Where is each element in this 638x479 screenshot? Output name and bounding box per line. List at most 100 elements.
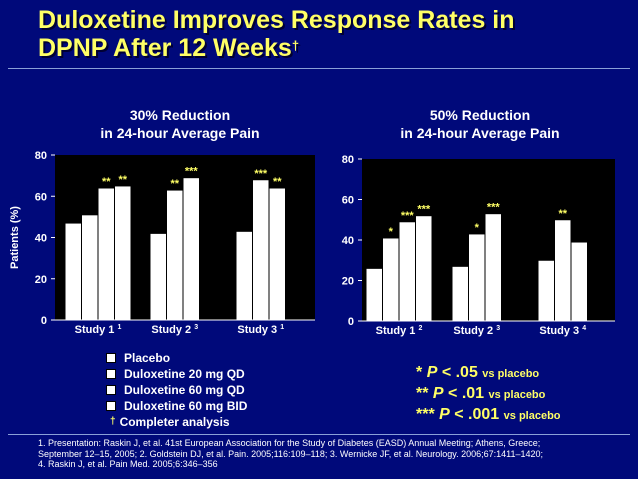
left-chart-category-label: Study 3 1: [237, 324, 284, 336]
right-chart-bar: [537, 259, 555, 322]
sig-rel-1: < .05: [441, 364, 478, 381]
left-chart-y-tick-label: 80: [35, 150, 47, 162]
reference-line-3: 4. Raskin J, et al. Pain Med. 2005;6:346…: [38, 459, 218, 469]
right-chart-category-superscript: 3: [496, 325, 500, 332]
right-chart-y-tick-label: 40: [342, 235, 354, 247]
sig-suffix-1: vs placebo: [482, 368, 540, 380]
left-chart-y-tick-label: 60: [35, 191, 47, 203]
left-chart-sig-label: ***: [185, 166, 199, 178]
left-chart-bar: [235, 230, 253, 321]
right-chart-sig-label: ***: [417, 204, 431, 216]
right-chart-category-superscript: 4: [582, 325, 586, 332]
legend-label-dlx-20qd: Duloxetine 20 mg QD: [124, 367, 245, 381]
right-chart-sig-label: **: [558, 208, 567, 220]
left-chart-bar: [268, 187, 286, 321]
left-chart-y-tick-label: 20: [35, 274, 47, 286]
legend-label-placebo: Placebo: [124, 351, 171, 365]
sig-row-1: * P < .05 vs placebo: [416, 362, 561, 383]
references: 1. Presentation: Raskin J, et al. 41st E…: [38, 438, 598, 470]
left-chart-category-superscript: 1: [117, 324, 121, 331]
left-chart-y-axis-label: Patients (%): [9, 206, 21, 269]
sig-rel-3: < .001: [454, 406, 500, 423]
left-chart-sig-label: **: [273, 176, 282, 188]
legend-item-dlx-60qd: Duloxetine 60 mg QD: [106, 382, 247, 398]
right-chart-y-tick-label: 80: [342, 154, 354, 166]
legend-label-dlx-60bid: Duloxetine 60 mg BID: [124, 399, 248, 413]
right-chart-category-label: Study 3 4: [539, 325, 586, 337]
right-chart-category-label: Study 2 3: [453, 325, 500, 337]
legend-swatch-dlx-20qd: [106, 369, 116, 379]
left-chart-sig-label: **: [118, 174, 127, 186]
left-chart-bar: [64, 222, 82, 321]
left-chart-y-tick-label: 0: [41, 315, 47, 327]
right-chart-sig-label: ***: [487, 202, 501, 214]
legend-swatch-dlx-60bid: [106, 401, 116, 411]
title-line-2-text: DPNP After 12 Weeks: [38, 34, 292, 62]
legend-swatch-dlx-60qd: [106, 385, 116, 395]
legend-swatch-placebo: [106, 353, 116, 363]
left-chart-category-label: Study 1 1: [75, 324, 122, 336]
sig-suffix-3: vs placebo: [503, 410, 561, 422]
significance-key: * P < .05 vs placebo ** P < .01 vs place…: [416, 362, 561, 425]
left-chart-bar: [114, 185, 132, 321]
left-chart-sig-label: **: [102, 176, 111, 188]
slide-title: Duloxetine Improves Response Rates in DP…: [38, 6, 628, 62]
left-chart-title: 30% Reduction in 24-hour Average Pain: [60, 106, 300, 142]
right-chart-bar: [382, 237, 400, 322]
right-chart-y-tick-label: 0: [348, 316, 354, 328]
right-chart-bar: [451, 265, 469, 322]
completer-note-text: Completer analysis: [119, 415, 230, 429]
legend-item-dlx-20qd: Duloxetine 20 mg QD: [106, 366, 247, 382]
left-chart-sig-label: **: [170, 178, 179, 190]
completer-dagger: †: [110, 416, 116, 427]
right-chart-sig-label: *: [389, 226, 394, 238]
sig-p-1: P: [427, 364, 438, 381]
right-chart-sig-label: *: [475, 222, 480, 234]
title-dagger: †: [291, 38, 300, 53]
left-chart-category-superscript: 1: [280, 324, 284, 331]
right-chart-bar: [415, 215, 433, 322]
right-chart-title-line-2: in 24-hour Average Pain: [400, 125, 560, 141]
left-chart-bar: [81, 214, 99, 321]
right-chart-category-superscript: 2: [418, 325, 422, 332]
right-chart-title: 50% Reduction in 24-hour Average Pain: [360, 106, 600, 142]
sig-stars-1: *: [416, 364, 423, 381]
left-chart-sig-label: ***: [254, 168, 268, 180]
footer-divider: [8, 434, 630, 435]
sig-p-letter-1: P: [426, 364, 438, 381]
reference-line-2: September 12–15, 2005; 2. Goldstein DJ, …: [38, 448, 544, 459]
left-chart-title-line-1: 30% Reduction: [129, 107, 231, 123]
right-chart-bar: [468, 233, 486, 322]
left-chart-category-label: Study 2 3: [151, 324, 198, 336]
right-chart-y-tick-label: 60: [342, 195, 354, 207]
sig-suffix-2: vs placebo: [488, 389, 546, 401]
sig-row-2: ** P < .01 vs placebo: [416, 383, 561, 404]
title-divider: [8, 68, 630, 69]
left-chart-bar: [149, 232, 167, 321]
sig-stars-2: **: [416, 385, 429, 402]
right-chart-title-line-1: 50% Reduction: [429, 107, 531, 123]
sig-p-letter-3: P: [439, 406, 450, 423]
sig-p-letter-2: P: [432, 385, 444, 402]
reference-line-1: 1. Presentation: Raskin J, et al. 41st E…: [38, 438, 541, 448]
title-line-1: Duloxetine Improves Response Rates in: [38, 6, 515, 34]
legend-item-dlx-60bid: Duloxetine 60 mg BID: [106, 398, 247, 414]
sig-stars-3: ***: [416, 406, 435, 423]
right-chart-bar: [365, 267, 383, 322]
sig-row-3: *** P < .001 vs placebo: [416, 404, 561, 425]
sig-p-2: P: [433, 385, 444, 402]
left-chart-bar: [97, 187, 115, 321]
legend-label-dlx-60qd: Duloxetine 60 mg QD: [124, 383, 245, 397]
left-chart-title-line-2: in 24-hour Average Pain: [100, 125, 260, 141]
left-chart-bar: [182, 177, 200, 321]
sig-p-3: P: [439, 406, 450, 423]
right-chart-bar: [484, 213, 502, 322]
legend-item-placebo: Placebo: [106, 350, 247, 366]
right-chart-bar: [570, 241, 588, 322]
left-chart-bar: [166, 189, 184, 321]
right-chart-y-tick-label: 20: [342, 276, 354, 288]
legend: Placebo Duloxetine 20 mg QD Duloxetine 6…: [106, 350, 247, 430]
right-chart-bar: [554, 219, 572, 322]
left-chart-y-tick-label: 40: [35, 233, 47, 245]
